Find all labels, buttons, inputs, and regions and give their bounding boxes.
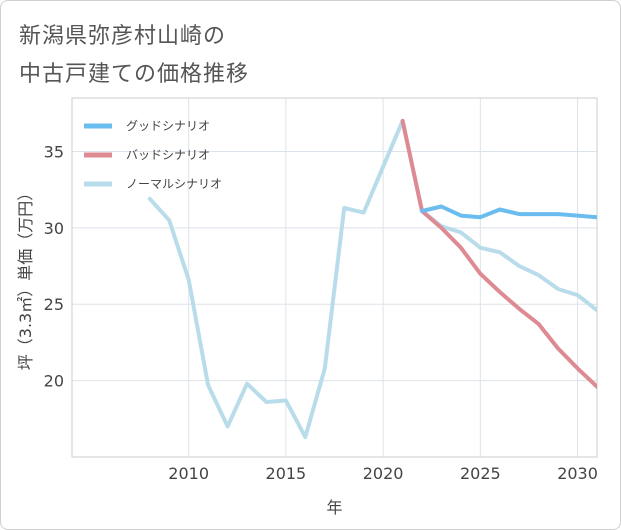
x-tick-label: 2015 (266, 464, 307, 483)
y-tick-label: 35 (44, 142, 64, 161)
chart-title-line-2: 中古戸建ての価格推移 (19, 62, 250, 87)
y-axis-label: 坪（3.3㎡）単価（万円） (16, 185, 35, 370)
x-tick-label: 2025 (460, 464, 501, 483)
y-tick-label: 25 (44, 295, 64, 314)
x-axis-label: 年 (326, 498, 342, 517)
y-tick-label: 30 (44, 219, 64, 238)
series-line-0 (420, 204, 597, 220)
legend-label: バッドシナリオ (126, 148, 210, 162)
series-layer (147, 118, 597, 440)
y-tick-label: 20 (44, 372, 64, 391)
x-tick-label: 2030 (557, 464, 598, 483)
series-line-1 (400, 118, 597, 389)
chart-title-line-1: 新潟県弥彦村山崎の (19, 24, 227, 49)
legend-label: ノーマルシナリオ (126, 177, 222, 191)
grid-lines (72, 98, 597, 457)
x-tick-label: 2020 (363, 464, 404, 483)
plot-frame (71, 97, 598, 458)
legend-label: グッドシナリオ (126, 119, 210, 133)
series-line-2 (147, 118, 597, 440)
x-tick-label: 2010 (168, 464, 209, 483)
